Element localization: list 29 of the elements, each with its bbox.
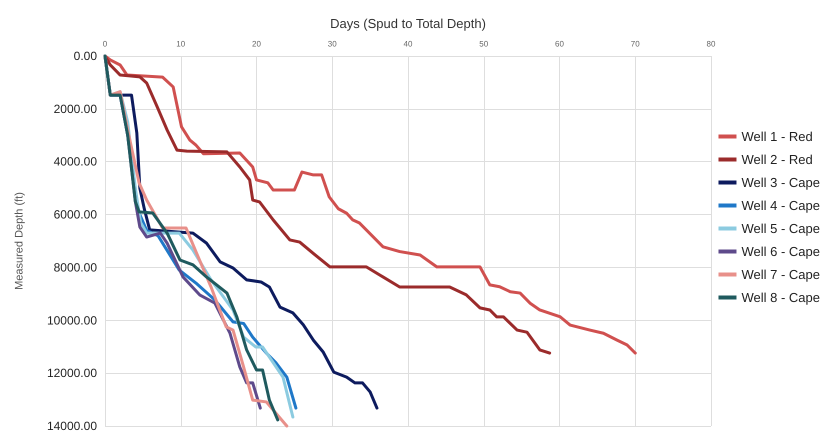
line-series (104, 54, 552, 355)
legend-label: Well 2 - Red (741, 152, 813, 167)
legend-label: Well 7 - Cape (741, 267, 820, 282)
x-tick-label: 80 (706, 40, 716, 48)
x-tick-label: 10 (176, 40, 186, 48)
legend-label: Well 6 - Cape (741, 244, 820, 259)
y-tick-label: 8000.00 (54, 260, 98, 274)
legend-label: Well 3 - Cape (741, 175, 820, 190)
y-tick-label: 4000.00 (54, 154, 98, 169)
x-tick-label: 70 (630, 40, 640, 48)
y-tick-label: 10000.00 (46, 313, 98, 328)
legend-label: Well 5 - Cape (741, 221, 820, 236)
x-tick-label: 0 (102, 40, 108, 48)
legend-label: Well 8 - Cape (741, 290, 820, 305)
legend-label: Well 4 - Cape (741, 198, 820, 213)
x-tick-label: 20 (252, 40, 262, 48)
y-tick-label: 12000.00 (46, 366, 98, 380)
line-series (104, 54, 637, 355)
y-tick-label: 2000.00 (54, 102, 98, 116)
y-tick-label: 0.00 (74, 49, 98, 63)
y-axis-title: Measured Depth (ft) (14, 192, 26, 290)
x-axis-title: Days (Spud to Total Depth) (330, 16, 486, 31)
x-tick-label: 50 (479, 40, 489, 48)
x-tick-label: 40 (404, 40, 413, 48)
legend-label: Well 1 - Red (741, 129, 813, 144)
x-tick-label: 30 (328, 40, 338, 48)
y-tick-label: 6000.00 (54, 208, 98, 222)
x-tick-label: 60 (555, 40, 564, 48)
y-tick-label: 14000.00 (46, 419, 98, 433)
